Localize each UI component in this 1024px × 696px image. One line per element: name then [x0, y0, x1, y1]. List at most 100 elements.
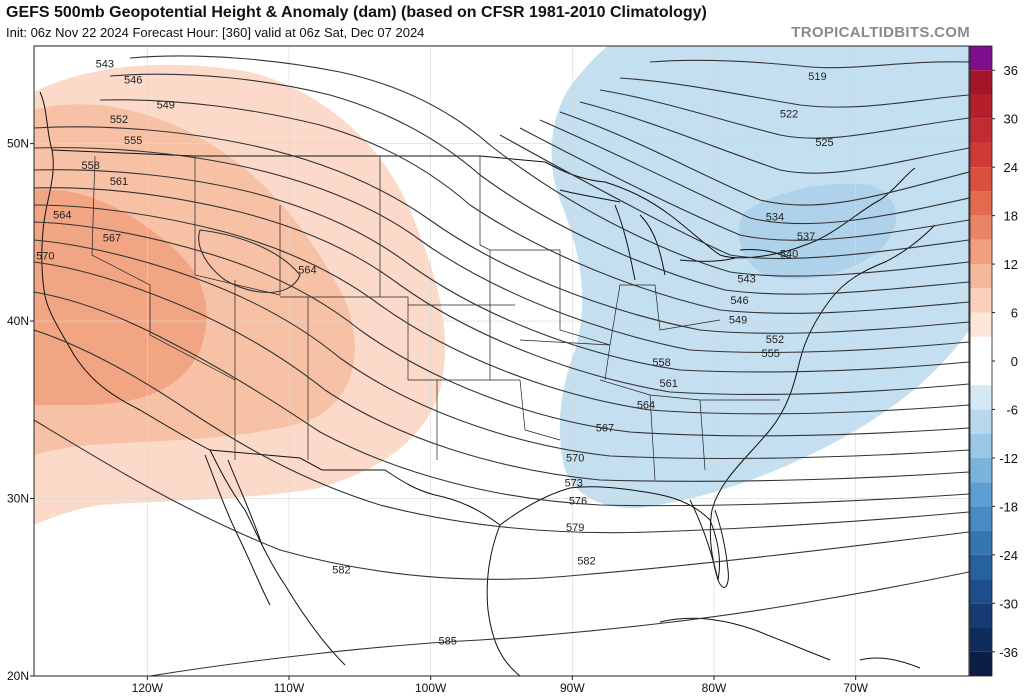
- political-borders: [39, 91, 936, 676]
- contour-564: [34, 204, 969, 415]
- colorbar-segment: [970, 167, 992, 192]
- contour-label: 564: [53, 210, 71, 222]
- gulf-coastline: [499, 486, 721, 581]
- site-credit: TROPICALTIDBITS.COM: [791, 24, 970, 41]
- contour-564-closed: [198, 229, 301, 294]
- contour-label: 564: [298, 265, 316, 277]
- colorbar-label: -6: [1006, 402, 1018, 417]
- colorbar-label: -24: [999, 548, 1018, 563]
- contour-label: 561: [659, 378, 677, 390]
- colorbar-segment: [970, 651, 992, 676]
- contour-label: 549: [729, 314, 747, 326]
- contour-label: 585: [438, 636, 456, 648]
- state-lines-east: [559, 250, 780, 481]
- graticule: [34, 46, 969, 676]
- florida-coastline: [689, 499, 729, 588]
- lon-tick-label: 70W: [843, 681, 868, 695]
- map-panel: 543 546 549 552 555 558 561 564 567 570 564 519 522 5…: [34, 46, 969, 676]
- contour-528: [579, 101, 969, 174]
- contour-label: 555: [124, 135, 142, 147]
- contour-label: 534: [766, 211, 784, 223]
- colorbar-label: 18: [1004, 209, 1018, 224]
- colorbar-segment: [970, 94, 992, 119]
- contour-549: [99, 99, 969, 314]
- mexico-gulf-coastline: [486, 524, 521, 676]
- contour-537: [519, 127, 969, 241]
- contour-543: [129, 55, 969, 277]
- colorbar-segment: [970, 288, 992, 313]
- contour-582: [34, 419, 969, 580]
- colorbar-label: 6: [1011, 306, 1018, 321]
- contour-label: 579: [566, 522, 584, 534]
- colorbar-label: -30: [999, 596, 1018, 611]
- lat-tick-label: 50N: [7, 137, 29, 151]
- contour-labels: 543 546 549 552 555 558 561 564 567 570 564 519 522 5…: [36, 59, 834, 648]
- colorbar-segment: [970, 142, 992, 168]
- contour-label: 543: [96, 59, 114, 71]
- negative-anomaly-shading: [551, 46, 969, 509]
- great-lakes: [559, 189, 791, 281]
- colorbar-segment: [970, 46, 992, 71]
- contour-552: [34, 126, 969, 334]
- lon-tick-label: 120W: [132, 681, 164, 695]
- positive-anomaly-shading: [34, 64, 446, 525]
- contour-label: 546: [124, 75, 142, 87]
- latitude-axis: 50N 40N 30N 20N: [7, 137, 34, 683]
- contour-546: [109, 73, 969, 295]
- contour-label: 555: [761, 348, 779, 360]
- colorbar-segment: [970, 239, 992, 265]
- contour-570: [34, 239, 969, 460]
- contour-567: [34, 221, 969, 437]
- contour-label: 525: [815, 137, 833, 149]
- cuba-coastline: [659, 617, 831, 661]
- lon-tick-label: 110W: [274, 681, 305, 695]
- chart-header: GEFS 500mb Geopotential Height & Anomaly…: [0, 0, 1024, 46]
- contour-label: 582: [577, 556, 595, 568]
- contour-label: 567: [103, 233, 121, 245]
- pacific-coastline: [39, 91, 346, 666]
- lon-tick-label: 90W: [560, 681, 585, 695]
- colorbar-label: 30: [1004, 112, 1018, 127]
- colorbar-label: -12: [999, 451, 1018, 466]
- contour-label: 567: [596, 423, 614, 435]
- colorbar-segment: [970, 336, 992, 386]
- state-borders: [91, 155, 780, 481]
- contour-label: 576: [569, 495, 587, 507]
- colorbar-segment: [970, 215, 992, 240]
- colorbar-segment: [970, 312, 992, 337]
- map-frame: [33, 45, 970, 677]
- contour-label: 558: [652, 357, 670, 369]
- us-mexico-border: [209, 449, 501, 526]
- lat-tick-label: 20N: [7, 669, 29, 683]
- longitude-axis: 120W 110W 100W 90W 80W 70W: [132, 676, 869, 695]
- contour-579: [34, 329, 969, 534]
- state-lines-west: [91, 155, 438, 460]
- contour-label: 522: [780, 108, 798, 120]
- contour-label: 561: [110, 176, 128, 188]
- contour-label: 552: [110, 114, 128, 126]
- colorbar-segment: [970, 530, 992, 555]
- colorbar-segment: [970, 579, 992, 604]
- colorbar-segment: [970, 385, 992, 410]
- colorbar-segment: [970, 264, 992, 289]
- contour-label: 546: [730, 295, 748, 307]
- negative-anomaly-outer: [551, 46, 969, 509]
- colorbar-segment: [970, 118, 992, 143]
- contour-label: 543: [737, 273, 755, 285]
- colorbar-label: 0: [1011, 354, 1018, 369]
- hispaniola-coastline: [859, 657, 921, 669]
- lat-tick-label: 40N: [7, 314, 29, 328]
- colorbar-label: 12: [1004, 257, 1018, 272]
- contour-534: [539, 119, 969, 225]
- contour-561: [34, 187, 969, 395]
- contour-label: 552: [766, 334, 784, 346]
- contour-label: 519: [808, 71, 826, 83]
- contour-label: 582: [332, 565, 350, 577]
- anomaly-colorbar: 36 30 24 18 12 6 0 -6 -12 -18 -24 -30 -36: [969, 45, 1018, 677]
- contour-525: [599, 89, 969, 139]
- colorbar-segment: [970, 70, 992, 95]
- colorbar-segment: [970, 627, 992, 652]
- contour-522: [619, 77, 969, 108]
- colorbar-label: -36: [999, 645, 1018, 660]
- state-lines-central: [408, 156, 611, 441]
